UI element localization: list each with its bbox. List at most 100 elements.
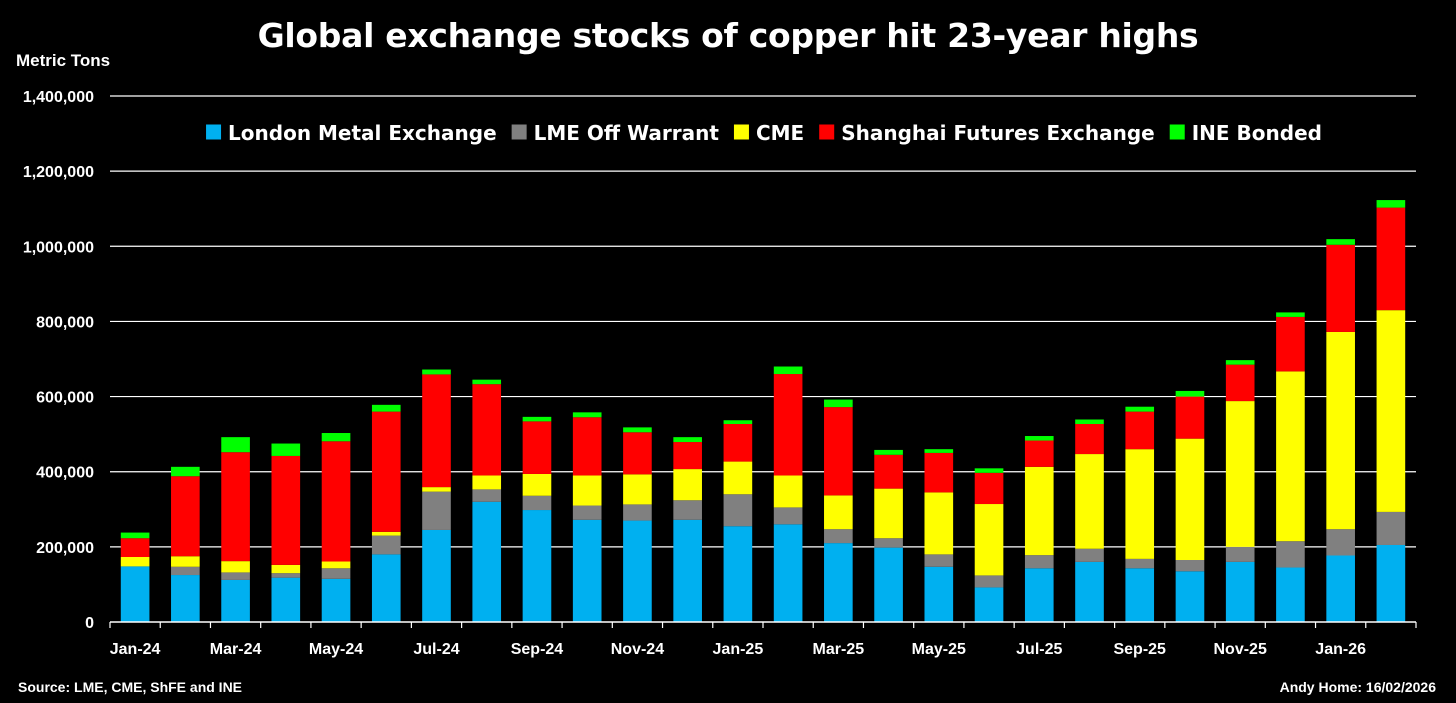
bar-segment — [1125, 568, 1155, 622]
bar-segment — [422, 491, 451, 530]
bar-segment — [874, 547, 903, 622]
x-tick-label: May-24 — [309, 641, 363, 658]
bar-segment — [271, 577, 301, 622]
bar-segment — [673, 437, 702, 443]
x-tick-label: Jul-24 — [413, 641, 459, 658]
bar-segment — [572, 519, 602, 622]
bar-segment — [1024, 436, 1054, 441]
source-note: Source: LME, CME, ShFE and INE — [18, 679, 243, 695]
bar-segment — [1326, 244, 1355, 332]
bar-segment — [623, 432, 652, 475]
bar-segment — [824, 399, 853, 408]
bar-segment — [371, 554, 401, 622]
bar-segment — [422, 374, 451, 488]
bar-segment — [271, 564, 301, 574]
bar-segment — [321, 578, 351, 622]
bar-segment — [974, 468, 1004, 473]
bar-segment — [773, 366, 803, 375]
legend-swatch — [819, 124, 835, 140]
bar-segment — [974, 504, 1004, 576]
legend-label: LME Off Warrant — [534, 121, 720, 145]
bar-stack-Oct-25 — [1175, 390, 1205, 622]
x-tick-label: Jan-26 — [1315, 641, 1366, 658]
bar-segment — [371, 404, 401, 412]
bar-stack-May-24 — [321, 433, 351, 622]
bar-segment — [1125, 449, 1155, 559]
bar-segment — [1175, 571, 1205, 622]
bar-segment — [924, 492, 954, 555]
y-tick-label: 800,000 — [36, 314, 94, 331]
bar-segment — [1125, 406, 1155, 412]
bar-segment — [1376, 207, 1406, 311]
bar-segment — [120, 538, 150, 558]
bar-segment — [472, 501, 502, 622]
bar-segment — [673, 519, 702, 622]
bar-segment — [874, 538, 903, 548]
bar-stack-Jul-25 — [1024, 436, 1054, 622]
legend-item: CME — [733, 121, 804, 145]
x-tick-label: Jan-25 — [713, 641, 764, 658]
bar-segment — [1276, 316, 1305, 372]
bar-segment — [1024, 568, 1054, 622]
bar-segment — [221, 437, 250, 453]
bar-segment — [1075, 423, 1104, 455]
bar-stack-May-25 — [924, 449, 954, 622]
x-tick-label: Mar-25 — [813, 641, 865, 658]
bar-segment — [623, 504, 652, 521]
bar-stack-Apr-25 — [874, 449, 903, 622]
legend-label: London Metal Exchange — [228, 121, 497, 145]
bar-stack-Jan-24 — [120, 532, 150, 622]
legend-label: INE Bonded — [1192, 121, 1322, 145]
y-tick-label: 1,200,000 — [23, 164, 94, 181]
y-tick-label: 1,400,000 — [23, 89, 94, 106]
bar-segment — [1326, 239, 1355, 245]
bar-segment — [874, 488, 903, 539]
bar-stack-Jun-24 — [371, 404, 401, 622]
bar-segment — [1276, 312, 1305, 317]
bar-segment — [120, 566, 150, 622]
bar-segment — [271, 573, 301, 578]
bar-segment — [572, 505, 602, 520]
bar-segment — [1376, 544, 1406, 622]
bar-segment — [171, 476, 200, 557]
bar-segment — [171, 566, 200, 576]
bar-segment — [924, 452, 954, 493]
bar-stack-Jul-24 — [422, 369, 451, 622]
bar-segment — [1326, 529, 1355, 556]
bar-segment — [1175, 396, 1205, 439]
bar-segment — [974, 587, 1004, 622]
x-tick-label: Jul-25 — [1016, 641, 1062, 658]
y-axis-ticks: 0 200,000 400,000 600,000 800,000 1,000,000 1,… — [23, 89, 94, 632]
bar-stack-Nov-24 — [623, 427, 652, 622]
bar-stack-Nov-25 — [1225, 360, 1255, 622]
y-tick-label: 600,000 — [36, 390, 94, 407]
bar-segment — [1024, 440, 1054, 467]
bar-stack-Feb-25 — [773, 366, 803, 622]
x-tick-label: Mar-24 — [210, 641, 262, 658]
bar-segment — [522, 421, 552, 474]
bar-segment — [171, 466, 200, 477]
bar-segment — [974, 472, 1004, 505]
x-tick-label: Nov-25 — [1214, 641, 1267, 658]
bar-segment — [1376, 200, 1406, 208]
bar-stack-Jan-25 — [723, 420, 753, 622]
bar-segment — [773, 524, 803, 622]
bar-segment — [1225, 546, 1255, 562]
legend-swatch — [206, 124, 222, 140]
bar-segment — [623, 520, 652, 622]
bar-segment — [1225, 561, 1255, 622]
bar-segment — [1024, 555, 1054, 569]
bar-stack-Feb-26 — [1376, 200, 1406, 622]
bar-segment — [522, 473, 552, 496]
bar-segment — [171, 575, 200, 622]
bar-segment — [673, 500, 702, 520]
bar-segment — [874, 454, 903, 489]
bar-segment — [321, 568, 351, 579]
bar-segment — [221, 572, 250, 580]
bar-segment — [1326, 555, 1355, 622]
bar-segment — [120, 557, 150, 567]
bar-segment — [472, 475, 502, 490]
bar-stack-Jan-26 — [1326, 239, 1355, 622]
bar-segment — [422, 529, 451, 622]
bar-segment — [1075, 419, 1104, 424]
